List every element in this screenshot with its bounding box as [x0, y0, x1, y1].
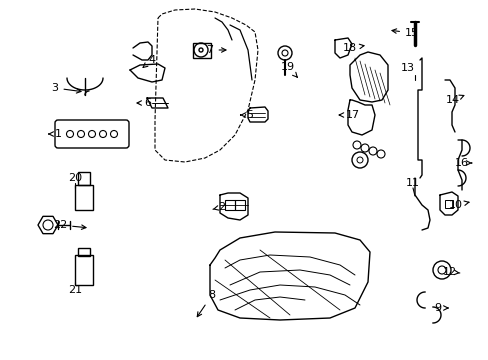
Text: 1: 1 — [49, 129, 61, 139]
Text: 17: 17 — [339, 110, 359, 120]
Bar — [224, 200, 235, 210]
Text: 15: 15 — [391, 28, 418, 38]
Text: 19: 19 — [281, 62, 297, 77]
Bar — [193, 43, 210, 58]
Text: 21: 21 — [68, 285, 82, 295]
Text: 6: 6 — [137, 98, 151, 108]
Bar — [444, 200, 452, 208]
Text: 13: 13 — [400, 63, 414, 73]
Text: 8: 8 — [197, 290, 215, 317]
Text: 3: 3 — [51, 83, 81, 93]
Text: 9: 9 — [433, 303, 447, 313]
Bar — [78, 172, 90, 185]
Text: 10: 10 — [448, 200, 468, 210]
Text: 5: 5 — [240, 110, 253, 120]
Text: 11: 11 — [405, 178, 419, 188]
Text: 2: 2 — [212, 202, 225, 212]
Text: 16: 16 — [454, 158, 471, 168]
Text: 12: 12 — [442, 267, 459, 277]
Text: 7: 7 — [206, 45, 225, 55]
Bar — [235, 200, 244, 210]
Bar — [78, 248, 90, 256]
Text: 4: 4 — [142, 55, 155, 67]
Text: 18: 18 — [342, 43, 363, 53]
Text: 22: 22 — [53, 220, 86, 230]
Text: 20: 20 — [68, 173, 82, 183]
Bar — [75, 185, 93, 210]
Bar — [75, 255, 93, 285]
Text: 14: 14 — [445, 95, 463, 105]
